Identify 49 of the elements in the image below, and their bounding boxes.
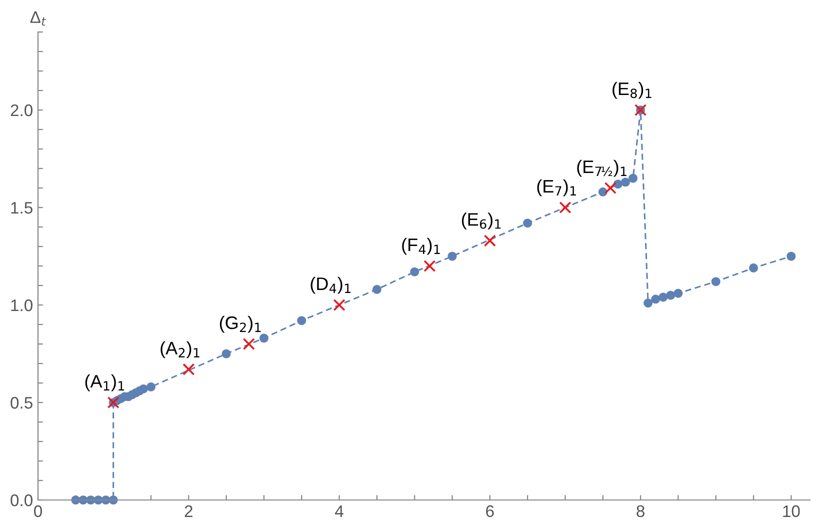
point — [674, 288, 683, 298]
y-tick-label: 0.5 — [10, 396, 32, 409]
point — [666, 290, 676, 300]
x-tick-label: 4 — [335, 505, 344, 517]
x-tick-label: 6 — [486, 505, 494, 518]
point — [108, 495, 118, 505]
point — [644, 298, 653, 308]
point — [372, 284, 382, 294]
point — [711, 277, 720, 286]
annotation: (E$_{6}$)$_{1}$ — [462, 212, 501, 230]
point — [658, 292, 668, 302]
point — [559, 201, 572, 214]
x-tick-label: 2 — [184, 505, 192, 517]
annotation: (A$_{2}$)$_{1}$ — [160, 341, 200, 358]
x-tick-label: 0 — [34, 505, 42, 518]
point — [598, 187, 608, 196]
annotation: (E$_{7½}$)$_{1}$ — [577, 160, 626, 177]
y-tick-label: 0.0 — [10, 494, 32, 506]
y-tick-label: 1.0 — [11, 299, 32, 312]
point — [182, 363, 195, 376]
annotation: (E$_{7}$)$_{1}$ — [537, 179, 576, 196]
point — [484, 234, 496, 247]
point — [333, 298, 346, 312]
point — [651, 294, 660, 304]
annotation: (G$_{2}$)$_{1}$ — [220, 316, 261, 333]
y-axis-title: Δ$_{t}$ — [30, 11, 46, 26]
point — [749, 263, 758, 272]
point — [424, 260, 436, 272]
x-tick-label: 10 — [783, 505, 800, 518]
y-tick-label: 2.0 — [10, 104, 32, 116]
annotation: (E$_{8}$)$_{1}$ — [612, 82, 652, 99]
point — [297, 316, 306, 326]
point — [448, 252, 457, 261]
point — [222, 349, 231, 358]
x-tick-label: 8 — [636, 505, 644, 518]
annotation: (A$_{1}$)$_{1}$ — [85, 374, 124, 392]
point — [146, 382, 156, 392]
point — [138, 384, 148, 394]
annotation: (D$_{4}$)$_{1}$ — [310, 276, 350, 294]
point — [786, 252, 796, 261]
point — [604, 182, 616, 194]
point — [523, 218, 532, 228]
annotation: (F$_{4}$)$_{1}$ — [402, 238, 440, 255]
point — [410, 267, 420, 276]
point — [628, 174, 638, 183]
y-tick-label: 1.5 — [11, 202, 32, 214]
point — [242, 338, 255, 350]
point — [259, 334, 268, 343]
point — [620, 178, 630, 187]
